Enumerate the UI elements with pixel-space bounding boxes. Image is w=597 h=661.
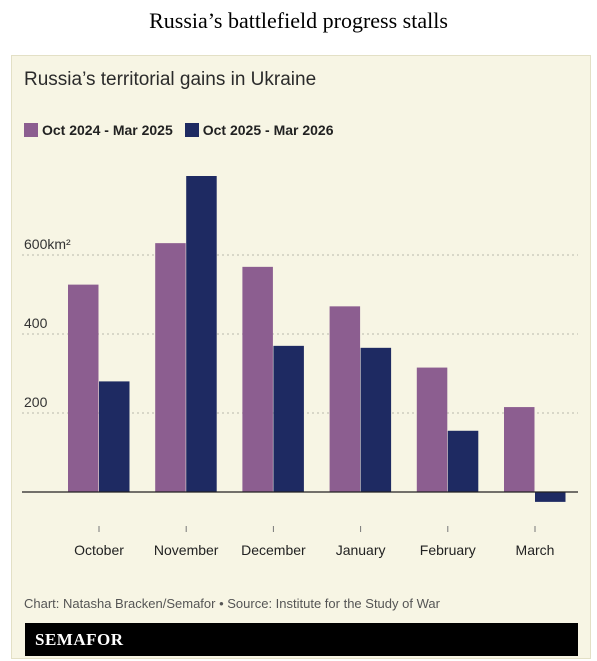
- bar-december-series-1: [242, 266, 273, 492]
- x-tick-label: March: [516, 542, 555, 558]
- bar-january-series-1: [329, 306, 361, 492]
- chart-card: Russia’s territorial gains in Ukraine Oc…: [11, 55, 591, 659]
- x-tick-label: November: [154, 542, 219, 558]
- bar-november-series-2: [186, 176, 217, 492]
- x-tick-label: December: [241, 542, 306, 558]
- legend-swatch-series-1: [24, 123, 38, 137]
- bar-february-series-2: [447, 430, 479, 492]
- bar-march-series-1: [504, 407, 535, 492]
- bar-chart: 200 400 600km² October November December Janua…: [22, 176, 578, 558]
- x-tick-label: February: [420, 542, 476, 558]
- chart-title: Russia’s territorial gains in Ukraine: [24, 69, 317, 90]
- legend-swatch-series-2: [184, 123, 199, 137]
- bar-october-series-1: [68, 284, 99, 492]
- y-tick-label: 200: [24, 394, 48, 410]
- bar-february-series-1: [416, 367, 448, 492]
- legend-label-series-2: Oct 2025 - Mar 2026: [202, 122, 334, 138]
- legend-item-series-1: Oct 2024 - Mar 2025: [24, 122, 173, 138]
- bar-january-series-2: [360, 347, 392, 492]
- legend: Oct 2024 - Mar 2025 Oct 2025 - Mar 2026: [24, 122, 346, 138]
- x-tick-label: October: [74, 542, 124, 558]
- semafor-logo: SEMAFOR: [35, 630, 124, 649]
- chart-credit: Chart: Natasha Bracken/Semafor • Source:…: [24, 596, 440, 611]
- bar-november-series-1: [155, 243, 186, 492]
- legend-item-series-2: Oct 2025 - Mar 2026: [184, 122, 334, 138]
- headline: Russia’s battlefield progress stalls: [149, 8, 448, 33]
- bar-march-series-2: [535, 492, 566, 502]
- bar-december-series-2: [273, 345, 304, 492]
- x-tick-label: January: [336, 542, 386, 558]
- y-tick-label: 400: [24, 315, 48, 331]
- y-tick-label: 600km²: [24, 236, 71, 252]
- bar-october-series-2: [99, 381, 130, 492]
- footer-bar: SEMAFOR: [25, 623, 578, 656]
- legend-label-series-1: Oct 2024 - Mar 2025: [42, 122, 173, 138]
